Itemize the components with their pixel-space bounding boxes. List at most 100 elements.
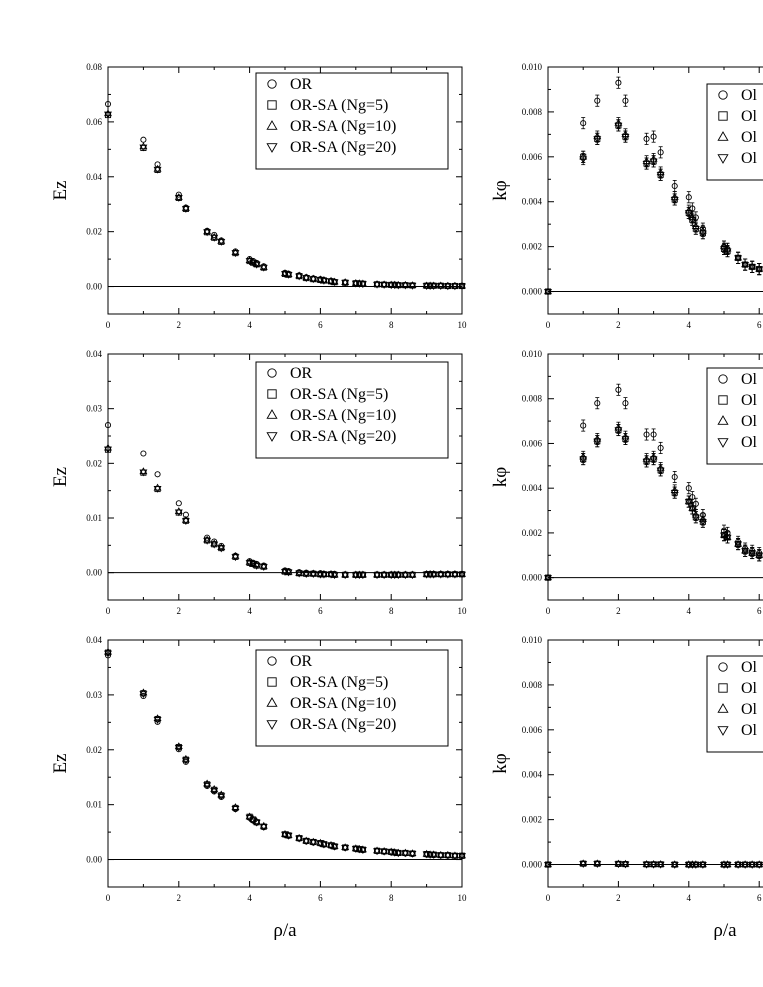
y-axis-title: Ez xyxy=(50,467,71,487)
x-tick-label: 6 xyxy=(757,606,762,616)
data-point xyxy=(252,259,261,267)
data-point xyxy=(580,422,587,429)
data-point xyxy=(259,564,268,571)
legend-label: OR-SA (Ng=5) xyxy=(290,97,388,114)
data-point xyxy=(691,514,700,522)
data-point xyxy=(373,848,382,856)
data-point xyxy=(544,289,552,296)
y-tick-label: 0.00 xyxy=(86,568,102,578)
data-point xyxy=(153,717,162,724)
data-point xyxy=(351,844,360,852)
data-point xyxy=(688,217,697,224)
data-point xyxy=(210,541,219,549)
legend-marker xyxy=(266,720,278,730)
data-point xyxy=(203,229,212,237)
data-point xyxy=(252,817,261,825)
data-point xyxy=(671,473,678,481)
y-tick-label: 0.008 xyxy=(522,107,543,117)
data-point xyxy=(175,500,182,507)
data-point xyxy=(203,537,212,545)
y-tick-label: 0.01 xyxy=(86,800,102,810)
data-point xyxy=(380,570,389,578)
y-tick-label: 0.02 xyxy=(86,745,102,755)
data-point xyxy=(650,133,657,140)
data-point xyxy=(217,239,226,246)
y-tick-label: 0.002 xyxy=(522,242,542,252)
series-1 xyxy=(104,446,466,578)
data-point xyxy=(748,862,757,869)
data-point xyxy=(154,471,161,478)
data-point xyxy=(734,860,743,868)
data-point xyxy=(327,570,336,577)
legend-marker xyxy=(266,120,278,130)
data-point xyxy=(408,281,417,288)
data-point xyxy=(249,561,258,569)
legend-marker xyxy=(267,389,277,399)
data-point xyxy=(174,745,183,752)
data-point xyxy=(401,848,410,856)
data-point xyxy=(394,282,403,290)
data-point xyxy=(309,569,318,577)
data-point xyxy=(249,815,258,823)
data-point xyxy=(657,444,664,451)
legend-marker xyxy=(266,409,278,419)
data-point xyxy=(593,438,602,446)
y-tick-label: 0.002 xyxy=(522,528,542,538)
data-point xyxy=(621,134,630,141)
data-point xyxy=(621,859,630,867)
data-point xyxy=(252,261,261,269)
data-point xyxy=(544,862,552,869)
data-point xyxy=(458,851,466,859)
series-2 xyxy=(104,443,466,578)
data-point xyxy=(309,276,318,284)
data-point xyxy=(245,812,254,820)
legend: OR OR-SA (Ng=5) OR-SA (Ng=10) OR-SA (Ng=20) xyxy=(255,361,449,459)
data-point xyxy=(642,161,651,168)
data-point xyxy=(748,860,757,868)
data-point xyxy=(373,846,382,854)
series-3 xyxy=(104,111,466,291)
data-point xyxy=(341,844,350,852)
data-point xyxy=(358,572,367,580)
data-point xyxy=(684,210,693,218)
data-point xyxy=(580,120,587,127)
data-point xyxy=(649,860,658,867)
data-point xyxy=(245,256,254,264)
legend-marker xyxy=(266,432,278,442)
data-point xyxy=(284,271,293,279)
data-point xyxy=(295,835,304,843)
legend-label: Ol xyxy=(741,659,758,676)
data-point xyxy=(685,194,692,201)
data-point xyxy=(210,232,219,240)
legend-marker xyxy=(717,726,729,736)
y-tick-label: 0.02 xyxy=(86,227,102,237)
data-point xyxy=(408,572,417,580)
y-tick-label: 0.04 xyxy=(86,635,102,645)
data-point xyxy=(544,860,552,868)
data-point xyxy=(249,817,258,825)
data-point xyxy=(295,570,304,578)
x-tick-label: 4 xyxy=(247,893,252,903)
data-point xyxy=(642,458,651,466)
data-point xyxy=(401,280,410,288)
legend-marker xyxy=(718,662,728,672)
data-point xyxy=(408,282,417,290)
legend-label: OR xyxy=(290,365,313,382)
data-point xyxy=(720,246,728,254)
legend-label: Ol xyxy=(741,413,758,430)
data-point xyxy=(302,275,311,283)
x-tick-label: 0 xyxy=(106,893,111,903)
data-point xyxy=(443,570,452,577)
data-point xyxy=(656,172,665,180)
data-point xyxy=(593,859,602,867)
data-point xyxy=(309,274,318,282)
data-point xyxy=(748,550,757,558)
legend-label: OR-SA (Ng=10) xyxy=(290,407,396,424)
data-point xyxy=(316,275,325,283)
data-point xyxy=(140,450,147,457)
data-point xyxy=(734,255,743,263)
data-point xyxy=(443,281,452,289)
series-3 xyxy=(104,446,466,580)
data-point xyxy=(358,281,367,289)
x-axis-title: ρ/a xyxy=(713,920,737,941)
